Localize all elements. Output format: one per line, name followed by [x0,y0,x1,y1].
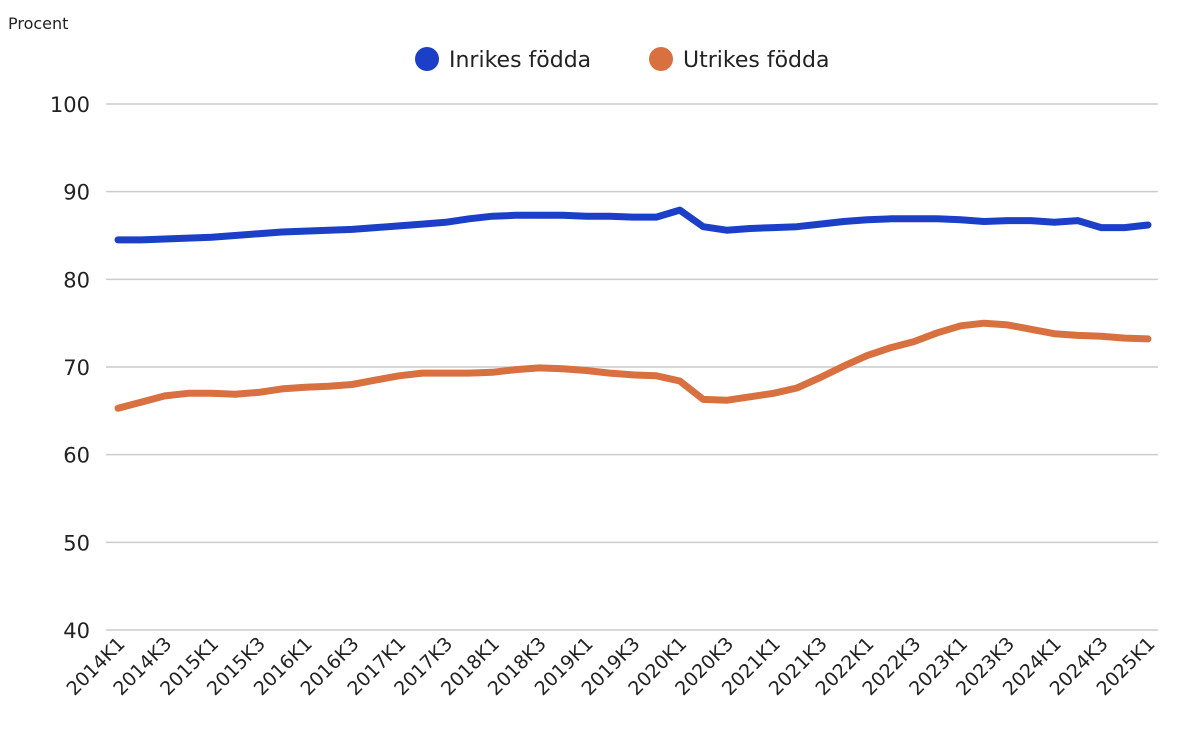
y-tick-label: 50 [63,531,90,555]
legend-marker [415,47,439,71]
legend-label: Inrikes födda [449,48,591,73]
legend-marker [649,47,673,71]
y-tick-label: 60 [63,444,90,468]
x-axis-ticks: 2014K12014K32015K12015K32016K12016K32017… [62,633,1159,700]
legend: Inrikes födda Utrikes födda [415,47,829,73]
y-tick-label: 90 [63,181,90,205]
y-tick-label: 80 [63,268,90,292]
series-lines [114,206,1152,412]
y-tick-label: 40 [63,619,90,643]
legend-label: Utrikes födda [683,48,829,73]
series-line-utrikes [114,319,1152,412]
y-tick-label: 70 [63,356,90,380]
series-line-inrikes [114,206,1152,244]
y-axis-ticks: 40 50 60 70 80 90 100 [50,93,90,643]
y-axis-label: Procent [8,14,68,33]
y-tick-label: 100 [50,93,90,117]
gridlines [106,103,1158,631]
